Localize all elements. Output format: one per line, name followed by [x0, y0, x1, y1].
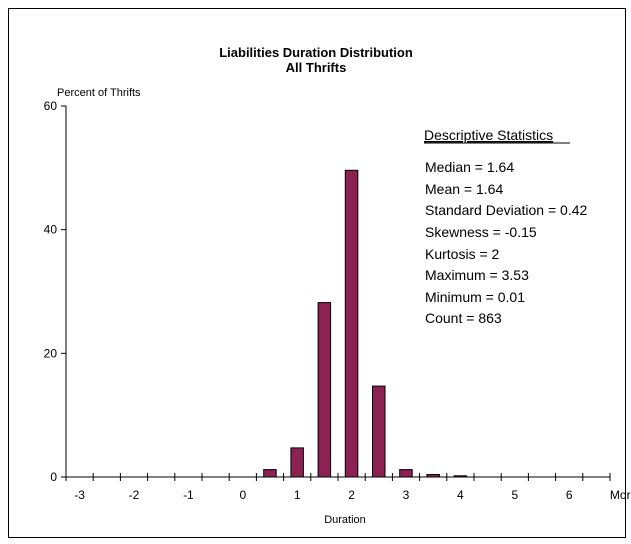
y-tick-label: 20 — [44, 346, 58, 360]
stat-count: Count = 863 — [425, 310, 502, 326]
histogram-bar — [372, 385, 386, 478]
histogram-bar — [263, 469, 277, 478]
stat-kurtosis: Kurtosis = 2 — [425, 246, 500, 262]
y-axis-label: Percent of Thrifts — [57, 87, 141, 99]
x-tick-label: 5 — [511, 488, 518, 502]
x-tick-label: -2 — [129, 488, 140, 502]
x-tick-label: 1 — [294, 488, 301, 502]
x-tick-label: 4 — [457, 488, 464, 502]
histogram-bar — [290, 447, 304, 478]
stat-mean: Mean = 1.64 — [425, 181, 503, 197]
chart-subtitle: All Thrifts — [286, 60, 347, 75]
x-tick-label: -1 — [183, 488, 194, 502]
stat-standard-deviation: Standard Deviation = 0.42 — [425, 202, 587, 218]
stat-maximum: Maximum = 3.53 — [425, 267, 529, 283]
chart-title: Liabilities Duration Distribution — [219, 45, 413, 60]
x-tick-label: 2 — [348, 488, 355, 502]
y-tick-label: 40 — [44, 223, 58, 237]
stat-minimum: Minimum = 0.01 — [425, 289, 525, 305]
stat-skewness: Skewness = -0.15 — [425, 224, 537, 240]
x-tick-label: 0 — [239, 488, 246, 502]
histogram-bar — [344, 169, 359, 478]
y-tick-label: 0 — [50, 470, 57, 484]
stats-heading: Descriptive Statistics — [424, 127, 553, 143]
histogram-bar — [399, 469, 413, 478]
axes-group: 0 20 40 60 -3 -2 -1 0 1 2 3 4 5 6 More — [44, 99, 631, 502]
x-tick-label: More — [610, 488, 631, 502]
x-tick-label: -3 — [74, 488, 85, 502]
chart-frame — [8, 8, 626, 538]
histogram-bar — [317, 302, 332, 478]
y-tick-label: 60 — [44, 99, 58, 113]
x-tick-label: 3 — [403, 488, 410, 502]
x-axis-label: Duration — [324, 514, 366, 526]
stat-median: Median = 1.64 — [425, 159, 514, 175]
descriptive-statistics: Descriptive Statistics Median = 1.64 Mea… — [424, 127, 587, 326]
x-tick-label: 6 — [566, 488, 573, 502]
